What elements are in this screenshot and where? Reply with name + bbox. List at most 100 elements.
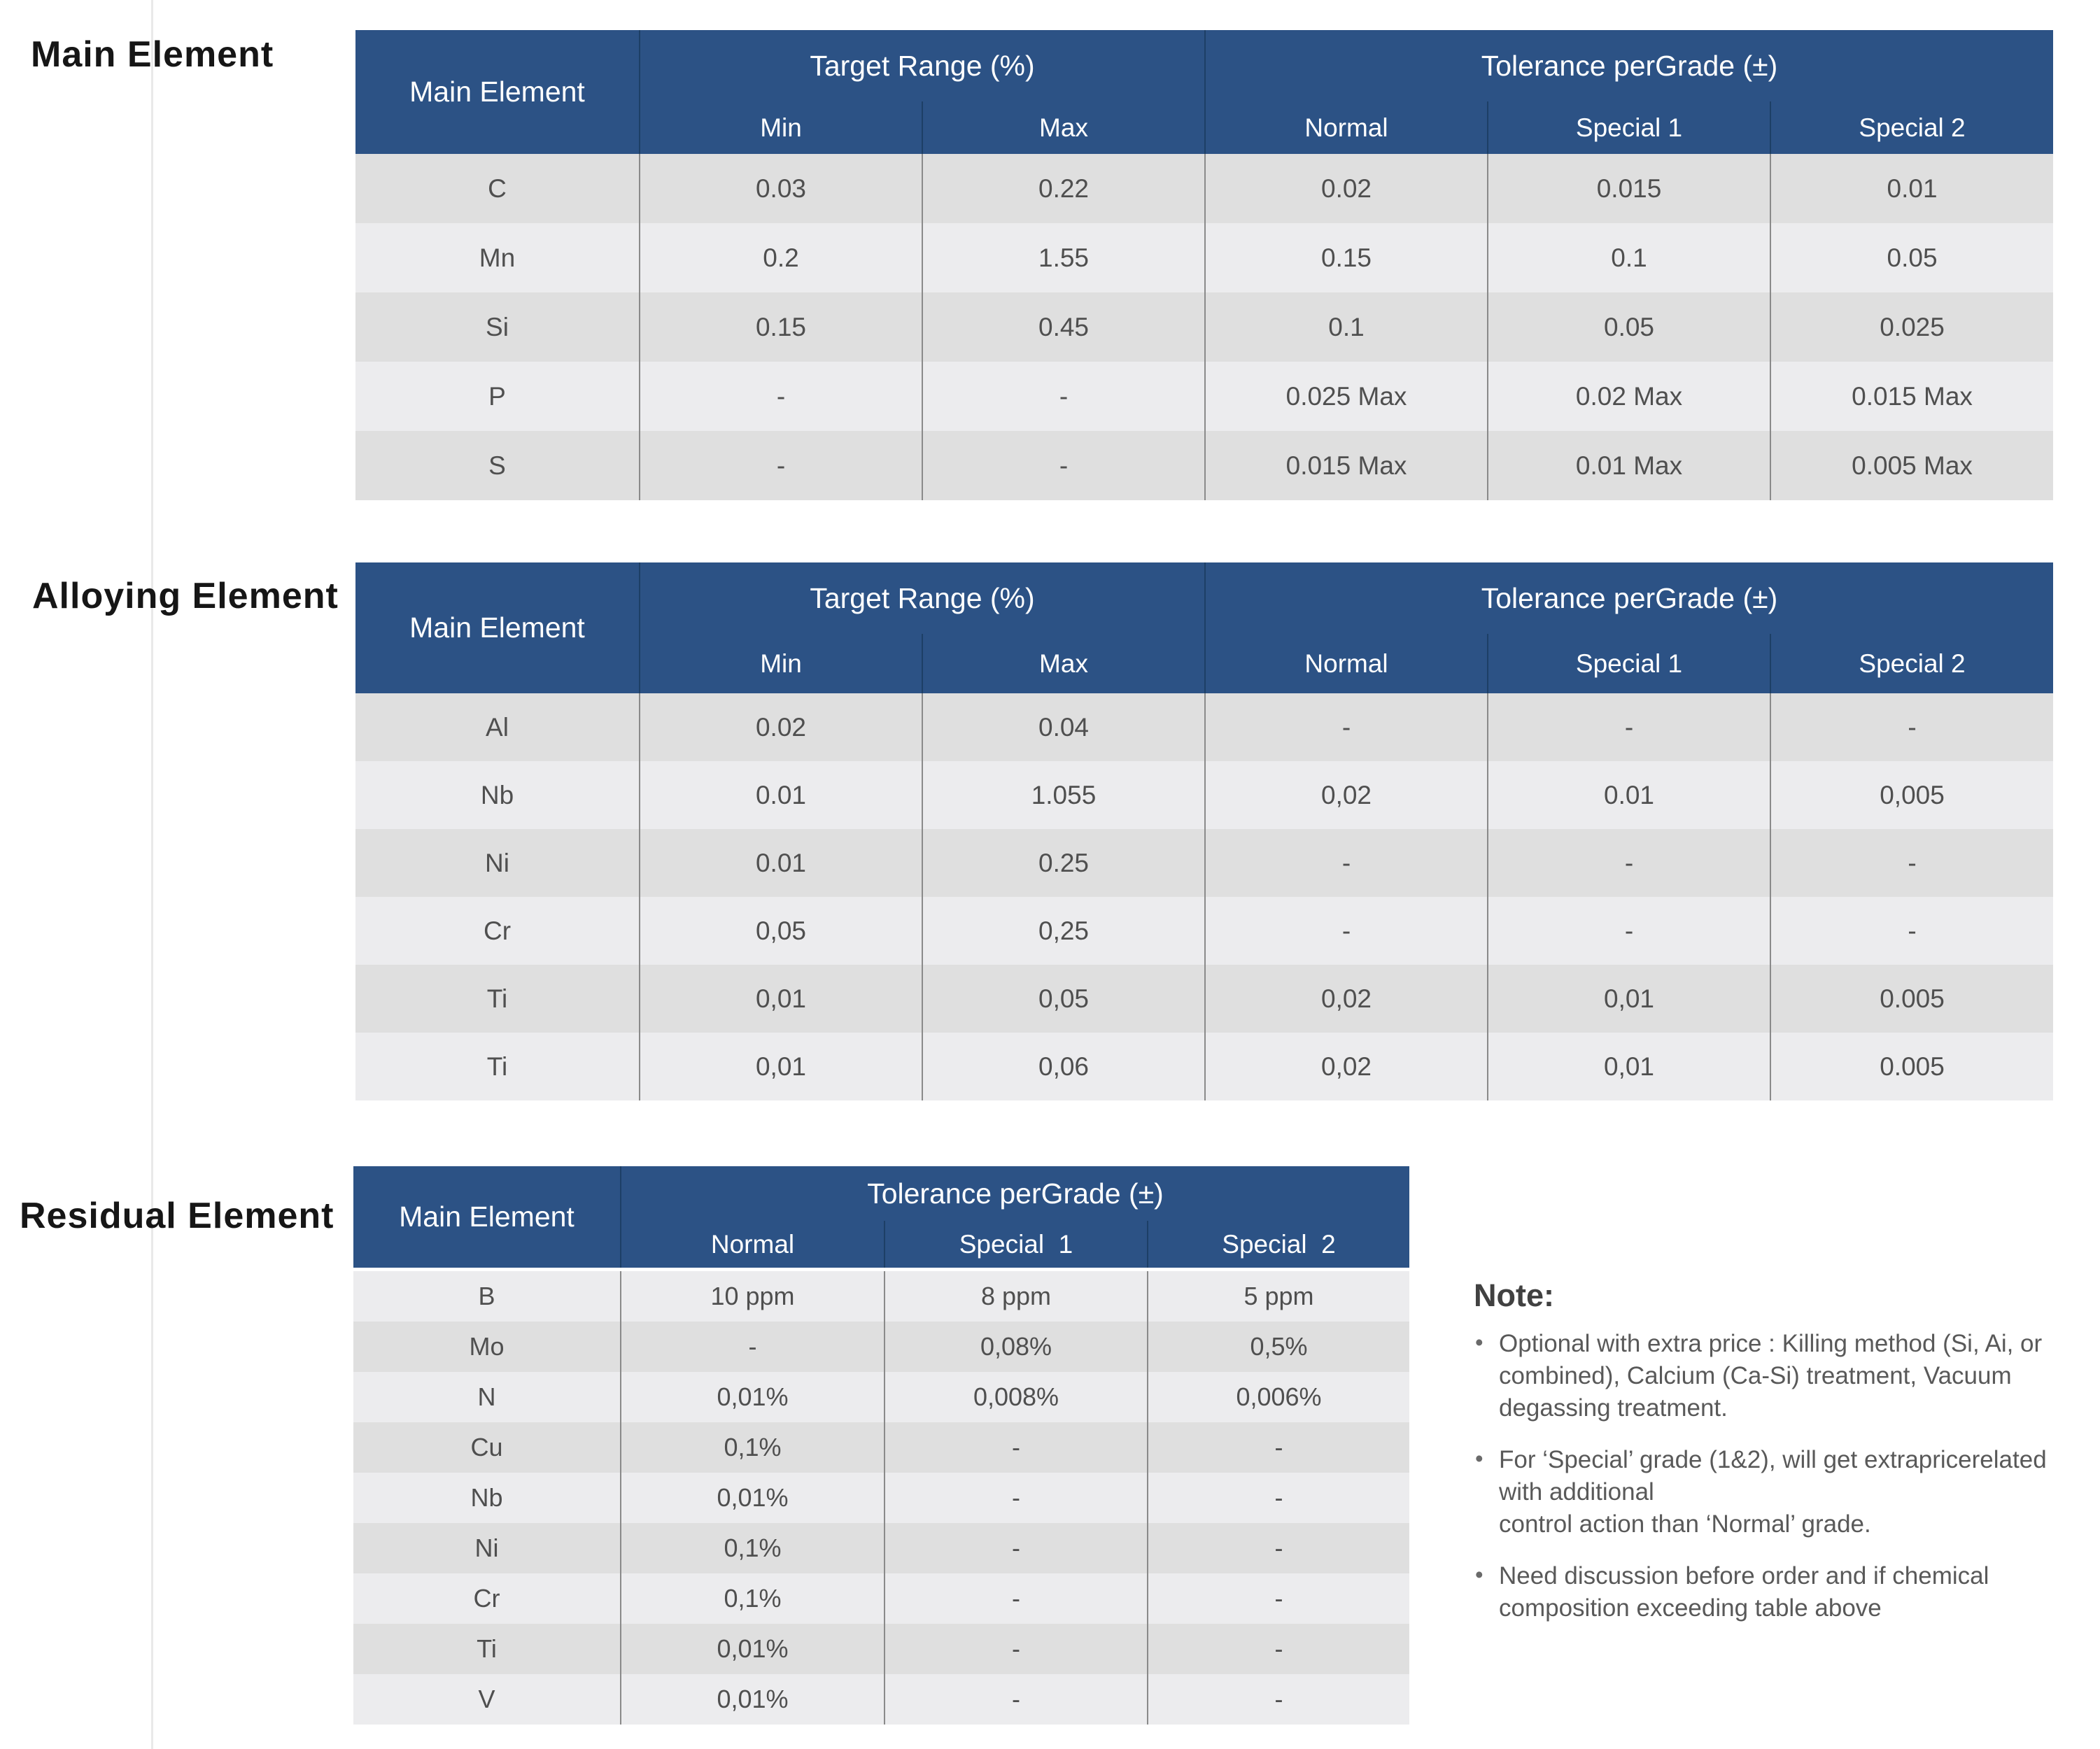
value-cell: - bbox=[1204, 693, 1488, 761]
layout-guide-line bbox=[151, 0, 153, 1749]
corner-header: Main Element bbox=[353, 1166, 621, 1268]
element-cell: Al bbox=[355, 693, 640, 761]
value-cell: 0,5% bbox=[1146, 1322, 1410, 1372]
element-cell: N bbox=[353, 1372, 621, 1422]
element-cell: Nb bbox=[355, 761, 640, 829]
group-header: Tolerance perGrade (±) bbox=[619, 1166, 1410, 1221]
value-cell: 0,06 bbox=[921, 1033, 1206, 1100]
section-label-residual-element: Residual Element bbox=[20, 1196, 334, 1236]
value-cell: 0,01% bbox=[620, 1674, 885, 1725]
sub-header: Special 1 bbox=[1487, 101, 1771, 154]
section-label-main-element: Main Element bbox=[31, 34, 274, 75]
residual-element-table: Main Element Tolerance perGrade (±) Normal… bbox=[353, 1166, 1410, 1725]
element-cell: Ni bbox=[355, 829, 640, 897]
element-cell: Cu bbox=[353, 1422, 621, 1473]
value-cell: 0.02 bbox=[1204, 154, 1488, 223]
table-row: Ti 0,01 0,06 0,02 0,01 0.005 bbox=[355, 1033, 2054, 1100]
value-cell: 0.05 bbox=[1487, 292, 1771, 362]
value-cell: 0.025 Max bbox=[1204, 362, 1488, 431]
table-row: Cr 0,05 0,25- - - bbox=[355, 897, 2054, 965]
value-cell: - bbox=[1146, 1422, 1410, 1473]
value-cell: 0.25 bbox=[921, 829, 1206, 897]
value-cell: 0.01 bbox=[1770, 154, 2054, 223]
sub-header: Min bbox=[639, 101, 922, 154]
value-cell: - bbox=[1146, 1523, 1410, 1573]
main-element-table-grid: Main Element Target Range (%) Tolerance pe… bbox=[355, 30, 2054, 500]
group-header: Tolerance perGrade (±) bbox=[1204, 30, 2054, 101]
value-cell: - bbox=[639, 362, 922, 431]
sub-header: Special 1 bbox=[1487, 634, 1771, 693]
value-cell: 0,01% bbox=[620, 1372, 885, 1422]
value-cell: 0.02 bbox=[639, 693, 922, 761]
value-cell: - bbox=[884, 1473, 1148, 1523]
value-cell: - bbox=[1487, 693, 1771, 761]
table-row: Mn 0.2 1.55 0.15 0.1 0.05 bbox=[355, 223, 2054, 292]
alloying-element-table: Main Element Target Range (%) Tolerance pe… bbox=[355, 562, 2054, 1100]
alloying-element-table-grid: Main Element Target Range (%) Tolerance pe… bbox=[355, 562, 2054, 1100]
value-cell: 0.005 bbox=[1770, 1033, 2054, 1100]
corner-header: Main Element bbox=[355, 30, 640, 154]
value-cell: 0.01 Max bbox=[1487, 431, 1771, 500]
table-row: V 0,01% - - bbox=[353, 1674, 1410, 1725]
table-row: Ti 0,01% - - bbox=[353, 1624, 1410, 1674]
value-cell: 0,01% bbox=[620, 1473, 885, 1523]
header-gap bbox=[353, 1268, 1410, 1271]
value-cell: 0.025 bbox=[1770, 292, 2054, 362]
corner-header: Main Element bbox=[355, 562, 640, 693]
value-cell: 0.01 bbox=[639, 829, 922, 897]
value-cell: 0,02 bbox=[1204, 761, 1488, 829]
value-cell: 1.55 bbox=[921, 223, 1206, 292]
value-cell: 1.055 bbox=[921, 761, 1206, 829]
table-row: Ti 0,01 0,05 0,02 0,01 0.005 bbox=[355, 965, 2054, 1033]
value-cell: 0,01% bbox=[620, 1624, 885, 1674]
sub-header: Normal bbox=[620, 1221, 885, 1268]
element-cell: S bbox=[355, 431, 640, 500]
value-cell: 10 ppm bbox=[620, 1271, 885, 1322]
value-cell: 0,01 bbox=[1487, 965, 1771, 1033]
value-cell: - bbox=[884, 1523, 1148, 1573]
element-cell: Ni bbox=[353, 1523, 621, 1573]
sub-header: Special 2 bbox=[1146, 1221, 1410, 1268]
value-cell: 0,006% bbox=[1146, 1372, 1410, 1422]
table-row: Si 0.15 0.45 0.1 0.05 0.025 bbox=[355, 292, 2054, 362]
value-cell: 5 ppm bbox=[1146, 1271, 1410, 1322]
value-cell: - bbox=[921, 431, 1206, 500]
element-cell: Nb bbox=[353, 1473, 621, 1523]
value-cell: 0.015 Max bbox=[1204, 431, 1488, 500]
value-cell: 0,02 bbox=[1204, 965, 1488, 1033]
value-cell: - bbox=[1204, 897, 1488, 965]
value-cell: 0,1% bbox=[620, 1573, 885, 1624]
value-cell: - bbox=[1146, 1674, 1410, 1725]
value-cell: - bbox=[1770, 829, 2054, 897]
value-cell: 0.03 bbox=[639, 154, 922, 223]
value-cell: 0,25 bbox=[921, 897, 1206, 965]
sub-header: Special 2 bbox=[1770, 634, 2054, 693]
value-cell: - bbox=[1204, 829, 1488, 897]
value-cell: 0.1 bbox=[1487, 223, 1771, 292]
value-cell: 0,1% bbox=[620, 1523, 885, 1573]
value-cell: - bbox=[884, 1573, 1148, 1624]
element-cell: Cr bbox=[355, 897, 640, 965]
value-cell: - bbox=[1487, 829, 1771, 897]
table-row: Ni 0,1% - - bbox=[353, 1523, 1410, 1573]
value-cell: 0,02 bbox=[1204, 1033, 1488, 1100]
value-cell: - bbox=[639, 431, 922, 500]
table-row: Mo -0,08% 0,5% bbox=[353, 1322, 1410, 1372]
residual-element-table-grid: Main Element Tolerance perGrade (±) Normal… bbox=[353, 1166, 1410, 1725]
value-cell: - bbox=[884, 1422, 1148, 1473]
table-row: Al 0.02 0.04- - - bbox=[355, 693, 2054, 761]
element-cell: Si bbox=[355, 292, 640, 362]
value-cell: 0,01 bbox=[1487, 1033, 1771, 1100]
note-item: Need discussion before order and if chem… bbox=[1474, 1559, 2090, 1624]
main-element-table: Main Element Target Range (%) Tolerance pe… bbox=[355, 30, 2054, 500]
note-item: For ‘Special’ grade (1&2), will get extr… bbox=[1474, 1443, 2090, 1541]
table-row: P - -0.025 Max 0.02 Max 0.015 Max bbox=[355, 362, 2054, 431]
note-title: Note: bbox=[1474, 1277, 1554, 1313]
value-cell: - bbox=[1770, 693, 2054, 761]
value-cell: 0,1% bbox=[620, 1422, 885, 1473]
table-row: Ni 0.01 0.25- - - bbox=[355, 829, 2054, 897]
note-item: Optional with extra price : Killing meth… bbox=[1474, 1326, 2090, 1424]
note-list: Optional with extra price : Killing meth… bbox=[1474, 1326, 2090, 1624]
sub-header: Normal bbox=[1204, 634, 1488, 693]
table-row: Nb 0,01% - - bbox=[353, 1473, 1410, 1523]
